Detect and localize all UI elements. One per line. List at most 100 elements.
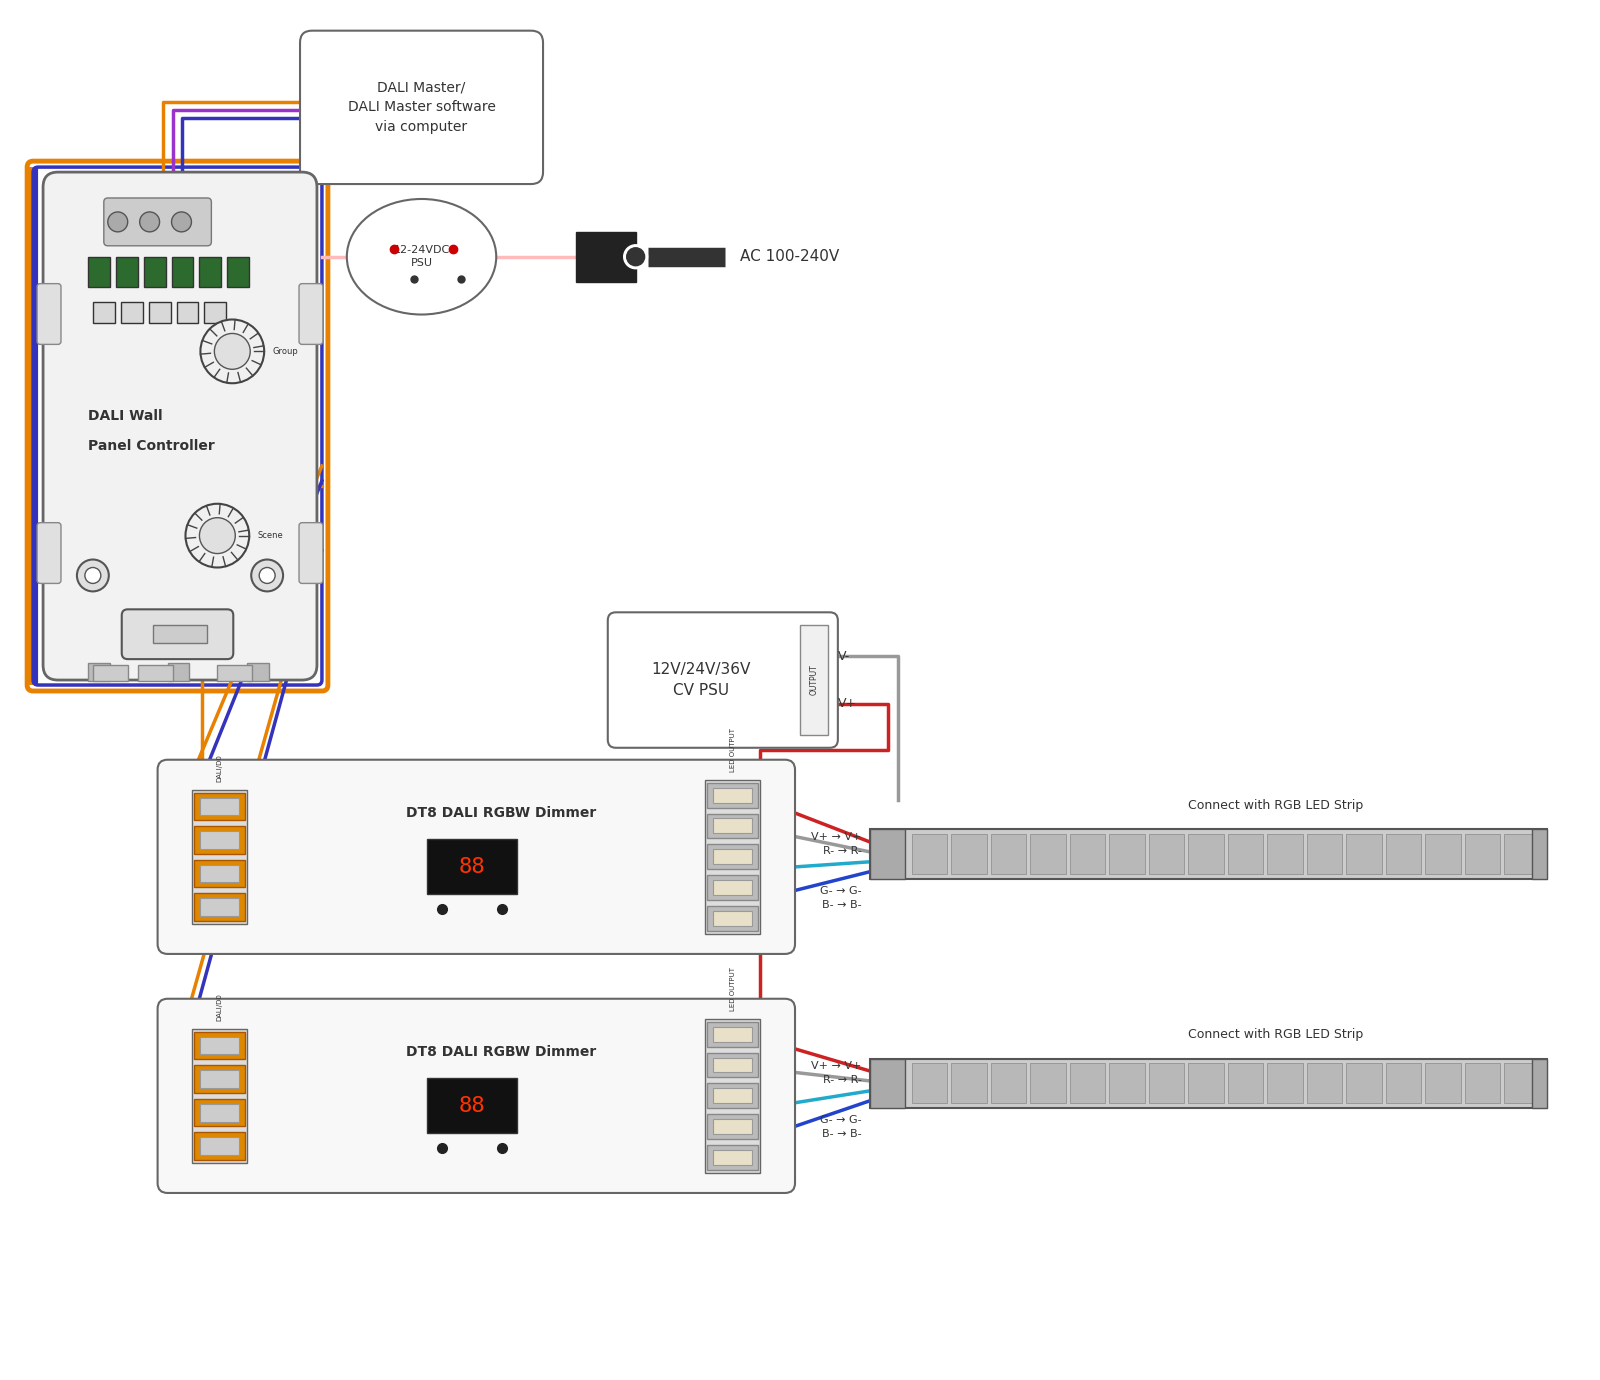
- Bar: [990, 1064, 1026, 1104]
- Text: Panel Controller: Panel Controller: [88, 439, 214, 453]
- Bar: [714, 1057, 752, 1072]
- Bar: [171, 257, 194, 287]
- Circle shape: [259, 567, 275, 584]
- Bar: [1346, 835, 1382, 875]
- Bar: [1267, 835, 1302, 875]
- Text: 88: 88: [458, 1096, 485, 1116]
- Bar: [1030, 835, 1066, 875]
- Bar: [200, 1137, 240, 1155]
- Text: Connect with RGB LED Strip: Connect with RGB LED Strip: [1189, 799, 1363, 811]
- Text: AC 100-240V: AC 100-240V: [741, 250, 840, 264]
- Text: V+ → V+: V+ → V+: [811, 832, 862, 842]
- Text: V-: V-: [838, 650, 850, 662]
- Bar: [1346, 1064, 1382, 1104]
- Bar: [912, 1064, 947, 1104]
- Bar: [707, 1145, 758, 1170]
- Text: 12V/24V/36V
CV PSU: 12V/24V/36V CV PSU: [651, 662, 750, 698]
- Bar: [870, 829, 904, 879]
- Text: LED OUTPUT: LED OUTPUT: [730, 967, 736, 1010]
- Bar: [870, 829, 1547, 879]
- Bar: [115, 257, 138, 287]
- Bar: [1426, 1064, 1461, 1104]
- Bar: [714, 911, 752, 926]
- Bar: [192, 789, 248, 925]
- Bar: [195, 827, 245, 854]
- Bar: [195, 792, 245, 820]
- Bar: [93, 665, 128, 682]
- Bar: [427, 1078, 517, 1133]
- Bar: [706, 780, 760, 934]
- Bar: [707, 845, 758, 869]
- Bar: [1149, 835, 1184, 875]
- Bar: [149, 302, 171, 323]
- Ellipse shape: [347, 199, 496, 315]
- Circle shape: [200, 518, 235, 553]
- Bar: [707, 1083, 758, 1108]
- Bar: [1109, 835, 1144, 875]
- FancyBboxPatch shape: [608, 613, 838, 748]
- Bar: [1070, 1064, 1106, 1104]
- Bar: [1030, 1064, 1066, 1104]
- Text: 88: 88: [458, 857, 485, 876]
- Text: G- → G-: G- → G-: [821, 1115, 862, 1125]
- Bar: [205, 302, 226, 323]
- Text: OUTPUT: OUTPUT: [810, 665, 819, 696]
- Bar: [707, 782, 758, 807]
- FancyBboxPatch shape: [299, 284, 323, 345]
- Bar: [707, 813, 758, 839]
- Bar: [88, 664, 110, 682]
- Bar: [1227, 1064, 1264, 1104]
- Bar: [800, 625, 827, 734]
- Bar: [1307, 835, 1342, 875]
- Text: DT8 DALI RGBW Dimmer: DT8 DALI RGBW Dimmer: [406, 1045, 597, 1060]
- Bar: [1149, 1064, 1184, 1104]
- Text: R- → R-: R- → R-: [822, 846, 862, 857]
- FancyBboxPatch shape: [37, 284, 61, 345]
- Bar: [195, 1032, 245, 1060]
- Text: DALI Wall: DALI Wall: [88, 408, 163, 424]
- Bar: [93, 302, 115, 323]
- Bar: [1307, 1064, 1342, 1104]
- Text: 12-24VDC
PSU: 12-24VDC PSU: [394, 246, 450, 268]
- Bar: [200, 1071, 240, 1087]
- Text: V+ → V+: V+ → V+: [811, 1061, 862, 1071]
- Bar: [707, 1021, 758, 1046]
- Circle shape: [107, 213, 128, 232]
- Bar: [714, 880, 752, 896]
- Bar: [714, 818, 752, 834]
- Bar: [200, 257, 221, 287]
- Bar: [1227, 835, 1264, 875]
- Bar: [200, 898, 240, 916]
- Bar: [714, 849, 752, 864]
- Bar: [912, 835, 947, 875]
- Circle shape: [85, 567, 101, 584]
- Text: Connect with RGB LED Strip: Connect with RGB LED Strip: [1189, 1028, 1363, 1041]
- Circle shape: [186, 504, 250, 567]
- Bar: [707, 1053, 758, 1078]
- Text: Scene: Scene: [258, 531, 283, 540]
- Bar: [1466, 1064, 1501, 1104]
- FancyBboxPatch shape: [122, 610, 234, 660]
- Bar: [576, 232, 635, 282]
- Bar: [707, 875, 758, 900]
- Circle shape: [200, 320, 264, 384]
- Bar: [200, 798, 240, 816]
- Bar: [1386, 1064, 1421, 1104]
- Bar: [714, 788, 752, 803]
- Circle shape: [624, 244, 648, 269]
- Bar: [427, 839, 517, 894]
- Bar: [120, 302, 142, 323]
- FancyBboxPatch shape: [301, 30, 542, 184]
- Bar: [248, 664, 269, 682]
- Bar: [138, 665, 173, 682]
- Bar: [714, 1150, 752, 1165]
- Bar: [707, 1114, 758, 1138]
- Bar: [168, 664, 189, 682]
- Text: DT8 DALI RGBW Dimmer: DT8 DALI RGBW Dimmer: [406, 806, 597, 820]
- Bar: [950, 1064, 987, 1104]
- Circle shape: [139, 213, 160, 232]
- Bar: [195, 893, 245, 920]
- Text: DALI/D0: DALI/D0: [218, 992, 222, 1021]
- Bar: [1189, 835, 1224, 875]
- Bar: [152, 625, 208, 643]
